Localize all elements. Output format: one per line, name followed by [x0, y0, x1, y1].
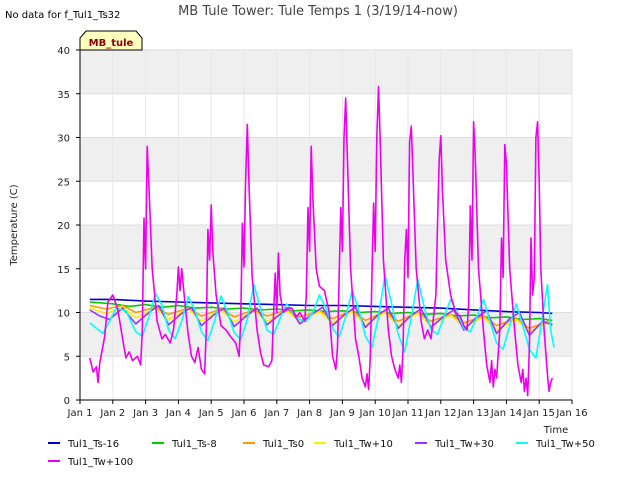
y-tick-label: 15 — [57, 265, 70, 276]
station-badge: MB_tule — [79, 30, 143, 51]
x-tick-label: Jan 16 — [555, 408, 587, 419]
series-line-Tul1_Tw+100 — [89, 86, 554, 397]
x-tick-label: Jan 11 — [391, 408, 423, 419]
x-tick-label: Jan 4 — [165, 408, 191, 419]
legend-item: Tul1_Ts-16 — [48, 439, 119, 450]
legend: Tul1_Ts-16 Tul1_Ts-8 Tul1_Ts0 Tul1_Tw+10 Tul… — [48, 439, 595, 468]
y-tick-label: 20 — [57, 221, 70, 232]
legend-label: Tul1_Tw+30 — [434, 439, 494, 450]
y-tick-label: 30 — [57, 134, 70, 145]
x-tick-label: Jan 8 — [296, 408, 322, 419]
plot-band — [80, 225, 572, 269]
x-tick-label: Jan 7 — [263, 408, 289, 419]
y-tick-label: 40 — [57, 46, 70, 57]
y-tick-label: 0 — [64, 396, 70, 407]
series-layer — [89, 86, 555, 397]
y-tick-label: 5 — [64, 352, 70, 363]
axes: 0 5 10 15 20 25 30 35 40 Jan 1 Jan 2 Jan 3 Jan 4 Jan … — [57, 46, 587, 419]
legend-label: Tul1_Ts-16 — [67, 439, 119, 450]
chart-title: MB Tule Tower: Tule Temps 1 (3/19/14-now… — [178, 4, 458, 19]
legend-item: Tul1_Tw+100 — [48, 457, 133, 468]
no-data-note: No data for f_Tul1_Ts32 — [5, 10, 120, 21]
series-line-Tul1_Ts-16 — [89, 298, 553, 315]
x-tick-label: Jan 3 — [132, 408, 158, 419]
badge-shape — [79, 30, 143, 51]
legend-item: Tul1_Tw+30 — [415, 439, 494, 450]
y-tick-label: 10 — [57, 309, 70, 320]
x-tick-label: Jan 15 — [523, 408, 555, 419]
legend-label: Tul1_Ts-8 — [171, 439, 217, 450]
x-tick-label: Jan 2 — [99, 408, 125, 419]
legend-item: Tul1_Ts0 — [243, 439, 304, 450]
x-axis-label: Time — [543, 425, 568, 436]
y-tick-label: 35 — [57, 90, 70, 101]
x-tick-label: Jan 9 — [329, 408, 355, 419]
x-tick-label: Jan 6 — [231, 408, 257, 419]
x-tick-label: Jan 1 — [67, 408, 93, 419]
legend-label: Tul1_Tw+50 — [535, 439, 595, 450]
legend-item: Tul1_Ts-8 — [152, 439, 217, 450]
y-tick-label: 25 — [57, 177, 70, 188]
legend-label: Tul1_Ts0 — [262, 439, 304, 450]
y-axis-label: Temperature (C) — [9, 184, 20, 266]
x-tick-label: Jan 14 — [490, 408, 522, 419]
legend-label: Tul1_Tw+10 — [333, 439, 393, 450]
legend-item: Tul1_Tw+50 — [516, 439, 595, 450]
x-tick-label: Jan 12 — [424, 408, 456, 419]
x-tick-label: Jan 10 — [359, 408, 391, 419]
legend-item: Tul1_Tw+10 — [314, 439, 393, 450]
badge-label: MB_tule — [89, 38, 134, 49]
plot-band — [80, 50, 572, 94]
x-tick-label: Jan 13 — [457, 408, 489, 419]
x-tick-label: Jan 5 — [198, 408, 224, 419]
plot-band — [80, 137, 572, 182]
series-line-Tul1_Tw+10 — [89, 306, 553, 333]
legend-label: Tul1_Tw+100 — [67, 457, 133, 468]
